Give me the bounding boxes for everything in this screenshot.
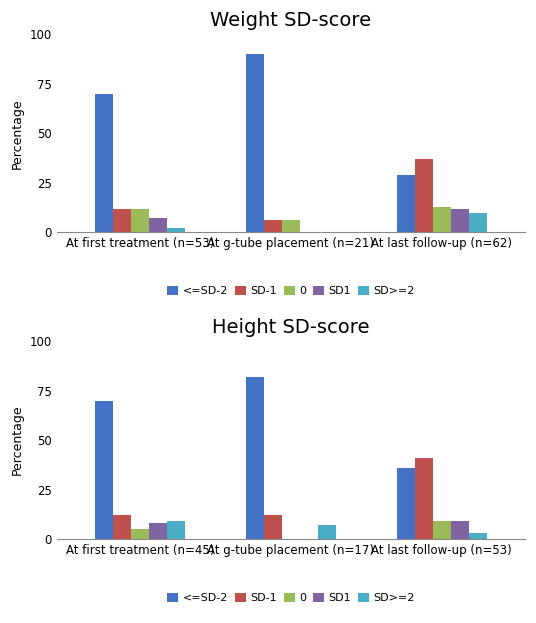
Bar: [94, 94, 113, 232]
Legend: <=SD-2, SD-1, 0, SD1, SD>=2: <=SD-2, SD-1, 0, SD1, SD>=2: [162, 282, 419, 301]
Y-axis label: Percentage: Percentage: [11, 405, 24, 475]
Bar: [94, 401, 113, 539]
Bar: [245, 54, 264, 232]
Bar: [131, 209, 149, 232]
Title: Height SD-score: Height SD-score: [212, 318, 370, 337]
Bar: [131, 529, 149, 539]
Bar: [149, 523, 167, 539]
Bar: [282, 221, 300, 232]
Bar: [469, 533, 487, 539]
Bar: [415, 458, 433, 539]
Bar: [318, 525, 336, 539]
Bar: [415, 159, 433, 232]
Bar: [433, 521, 451, 539]
Bar: [397, 175, 415, 232]
Legend: <=SD-2, SD-1, 0, SD1, SD>=2: <=SD-2, SD-1, 0, SD1, SD>=2: [162, 588, 419, 607]
Bar: [451, 209, 469, 232]
Bar: [113, 209, 131, 232]
Bar: [167, 521, 185, 539]
Y-axis label: Percentage: Percentage: [11, 98, 24, 169]
Bar: [469, 212, 487, 232]
Bar: [264, 515, 282, 539]
Bar: [167, 229, 185, 232]
Bar: [433, 207, 451, 232]
Title: Weight SD-score: Weight SD-score: [210, 11, 371, 30]
Bar: [245, 377, 264, 539]
Bar: [264, 221, 282, 232]
Bar: [397, 468, 415, 539]
Bar: [113, 515, 131, 539]
Bar: [149, 219, 167, 232]
Bar: [451, 521, 469, 539]
